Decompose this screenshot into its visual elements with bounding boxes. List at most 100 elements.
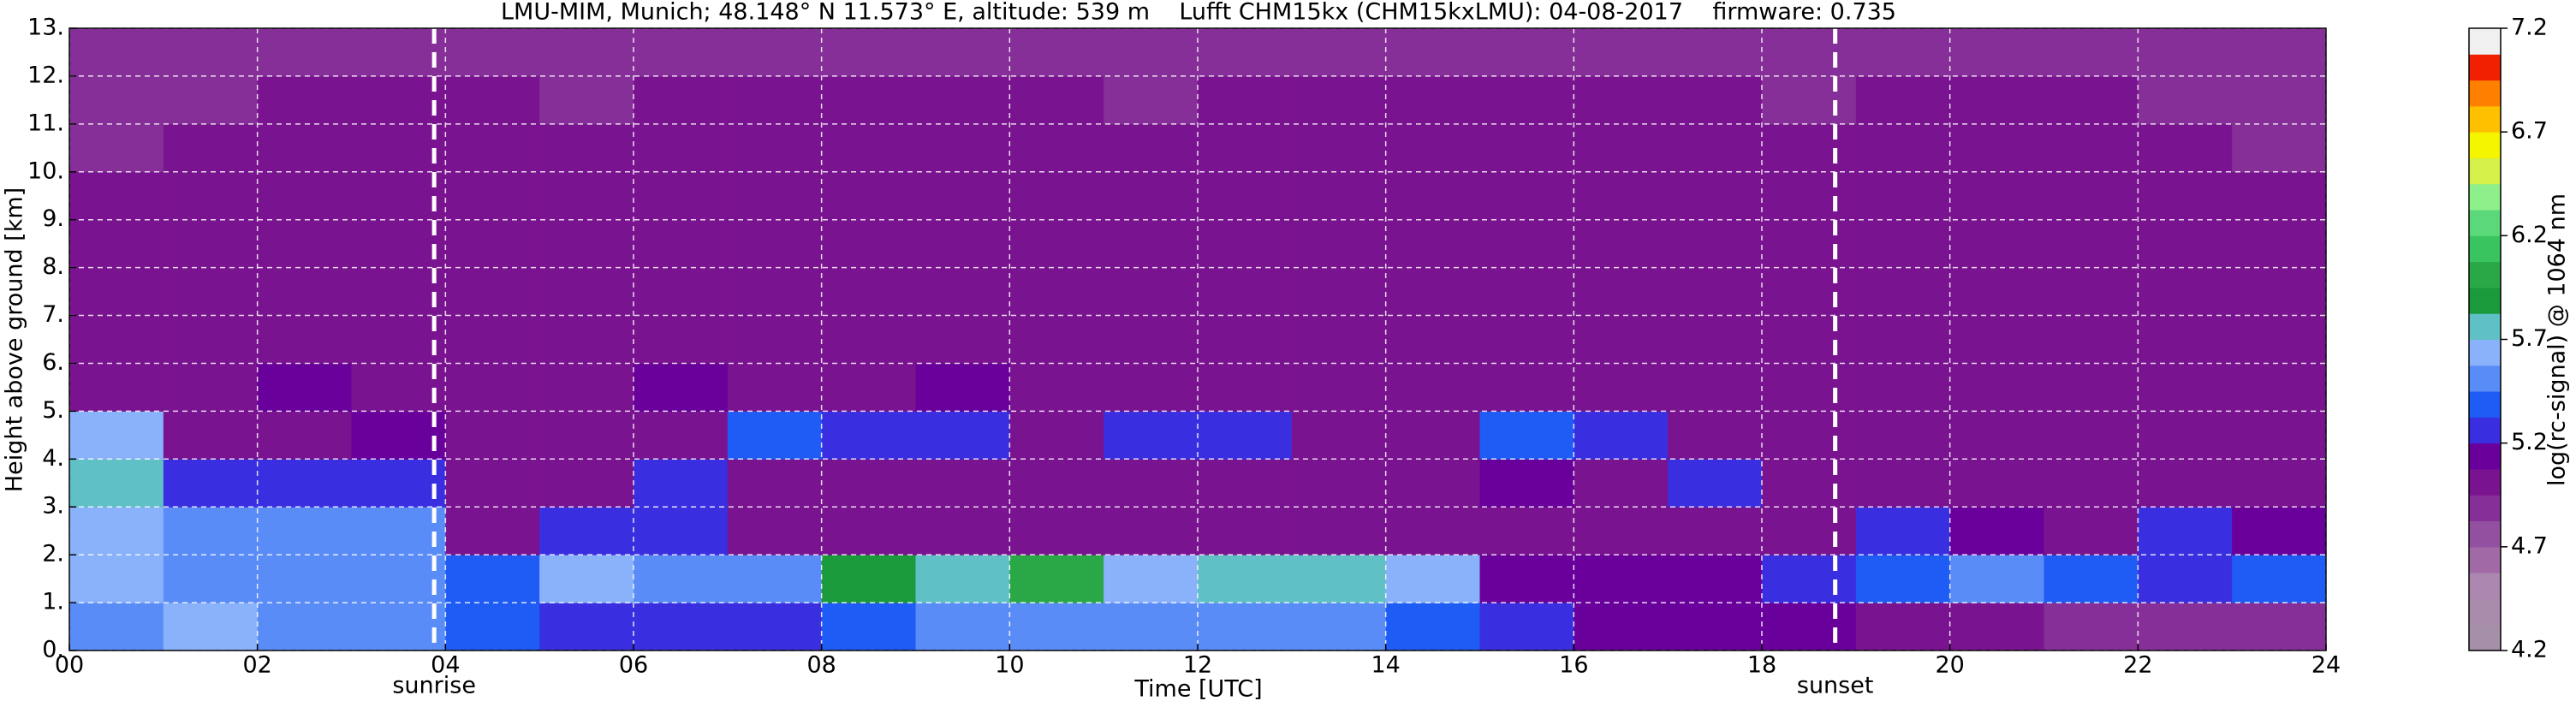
y-axis-label: Height above ground [km] bbox=[2, 187, 28, 492]
colorbar-tick-label: 7.2 bbox=[2511, 15, 2548, 41]
heat-cell bbox=[1574, 123, 1669, 173]
heat-cell bbox=[1385, 315, 1480, 364]
x-tick-label: 00 bbox=[55, 652, 84, 679]
heat-cell bbox=[2232, 75, 2327, 125]
colorbar-swatch bbox=[2469, 391, 2501, 418]
heat-cell bbox=[727, 123, 823, 173]
heat-cell bbox=[1198, 555, 1293, 603]
heat-cell bbox=[1574, 459, 1669, 508]
heat-cell bbox=[634, 123, 729, 173]
heat-cell bbox=[2044, 171, 2139, 221]
heat-cell bbox=[1009, 411, 1104, 460]
heat-cell bbox=[445, 219, 540, 269]
heat-cell bbox=[2138, 315, 2233, 364]
heat-cell bbox=[821, 507, 916, 556]
heat-cell bbox=[1198, 123, 1293, 173]
heat-cell bbox=[257, 459, 352, 508]
heat-cell bbox=[1668, 603, 1763, 651]
heat-cell bbox=[257, 171, 352, 221]
heat-cell bbox=[2232, 507, 2327, 556]
event-label: sunset bbox=[1797, 673, 1874, 699]
heat-cell bbox=[2232, 603, 2327, 651]
heat-cell bbox=[1949, 28, 2044, 77]
heat-cell bbox=[1009, 171, 1104, 221]
heat-cell bbox=[1949, 507, 2044, 556]
heat-cell bbox=[1479, 363, 1574, 412]
heat-cell bbox=[69, 28, 164, 77]
heat-cell bbox=[1574, 267, 1669, 317]
heat-cell bbox=[2138, 459, 2233, 508]
heat-cell bbox=[257, 507, 352, 556]
heat-cell bbox=[445, 555, 540, 603]
heat-cell bbox=[915, 363, 1010, 412]
heat-cell bbox=[257, 363, 352, 412]
heat-cell bbox=[163, 75, 259, 125]
heat-cell bbox=[1949, 267, 2044, 317]
heat-cell bbox=[1104, 267, 1199, 317]
heat-cell bbox=[1949, 363, 2044, 412]
colorbar-tick-label: 4.2 bbox=[2511, 637, 2548, 663]
heat-cell bbox=[445, 507, 540, 556]
heat-cell bbox=[915, 411, 1010, 460]
heat-cell bbox=[1198, 459, 1293, 508]
heat-cell bbox=[1668, 28, 1763, 77]
colorbar-swatch bbox=[2469, 80, 2501, 107]
heat-cell bbox=[351, 123, 446, 173]
heat-cell bbox=[257, 603, 352, 651]
heat-cell bbox=[1762, 555, 1857, 603]
heat-cell bbox=[727, 28, 823, 77]
heat-cell bbox=[257, 411, 352, 460]
heat-cell bbox=[539, 28, 634, 77]
heat-cell bbox=[1198, 363, 1293, 412]
heat-cell bbox=[351, 75, 446, 125]
heat-cell bbox=[1385, 28, 1480, 77]
heat-cell bbox=[445, 267, 540, 317]
x-tick-label: 14 bbox=[1371, 652, 1400, 679]
heat-cell bbox=[727, 75, 823, 125]
heat-cell bbox=[1855, 171, 1951, 221]
heat-cell bbox=[1009, 219, 1104, 269]
x-tick-label: 06 bbox=[619, 652, 648, 679]
heat-cell bbox=[1574, 171, 1669, 221]
heat-cell bbox=[1291, 315, 1387, 364]
heat-cell bbox=[1198, 603, 1293, 651]
heat-cell bbox=[69, 171, 164, 221]
heat-cell bbox=[539, 603, 634, 651]
heat-cell bbox=[257, 75, 352, 125]
heat-cell bbox=[2138, 171, 2233, 221]
heat-cell bbox=[1574, 507, 1669, 556]
colorbar-swatch bbox=[2469, 365, 2501, 392]
heat-cell bbox=[539, 75, 634, 125]
heat-cell bbox=[69, 363, 164, 412]
heat-cell bbox=[1198, 411, 1293, 460]
heat-cell bbox=[1668, 219, 1763, 269]
colorbar-swatch bbox=[2469, 573, 2501, 599]
heat-cell bbox=[1479, 171, 1574, 221]
colorbar-swatch bbox=[2469, 495, 2501, 522]
heat-cell bbox=[351, 555, 446, 603]
heat-cell bbox=[2232, 315, 2327, 364]
heat-cell bbox=[1668, 363, 1763, 412]
heat-cell bbox=[727, 267, 823, 317]
colorbar-swatch bbox=[2469, 287, 2501, 314]
y-tick-label: 9. bbox=[42, 205, 64, 232]
heat-cell bbox=[2044, 411, 2139, 460]
heat-cell bbox=[2138, 363, 2233, 412]
heat-cell bbox=[821, 363, 916, 412]
heat-cell bbox=[539, 171, 634, 221]
heat-cell bbox=[1104, 28, 1199, 77]
colorbar-swatch bbox=[2469, 210, 2501, 236]
heat-cell bbox=[2138, 507, 2233, 556]
heat-cell bbox=[69, 267, 164, 317]
heat-cell bbox=[1009, 123, 1104, 173]
chart-title: LMU-MIM, Munich; 48.148° N 11.573° E, al… bbox=[501, 0, 1896, 26]
heat-cell bbox=[1762, 219, 1857, 269]
heat-cell bbox=[1762, 507, 1857, 556]
x-tick-label: 12 bbox=[1183, 652, 1212, 679]
x-tick-label: 02 bbox=[242, 652, 271, 679]
heat-cell bbox=[163, 28, 259, 77]
heat-cell bbox=[539, 123, 634, 173]
heat-cell bbox=[445, 459, 540, 508]
heat-cell bbox=[1855, 555, 1951, 603]
heat-cell bbox=[2232, 555, 2327, 603]
